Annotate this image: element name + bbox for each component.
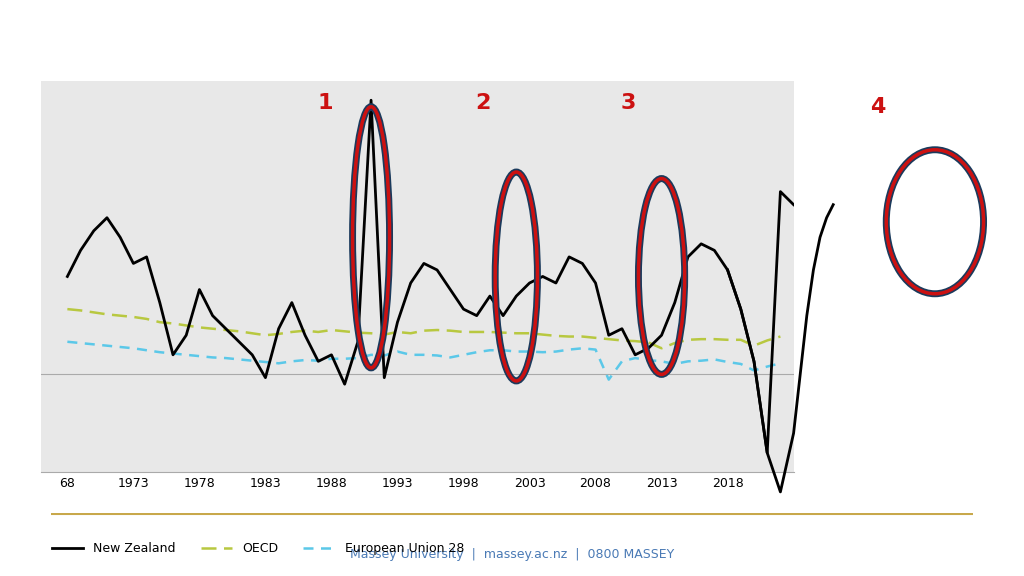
Text: 3: 3 bbox=[621, 93, 636, 113]
Text: Massey University  |  massey.ac.nz  |  0800 MASSEY: Massey University | massey.ac.nz | 0800 … bbox=[350, 548, 674, 560]
Text: 4: 4 bbox=[869, 97, 886, 116]
Text: 2: 2 bbox=[475, 93, 490, 113]
Legend: New Zealand, OECD, European Union 28: New Zealand, OECD, European Union 28 bbox=[47, 537, 469, 560]
Text: POPULATION – ANNUAL GROWTH RATE (MARCH 2023): POPULATION – ANNUAL GROWTH RATE (MARCH 2… bbox=[115, 23, 909, 49]
Text: 1: 1 bbox=[317, 93, 333, 113]
